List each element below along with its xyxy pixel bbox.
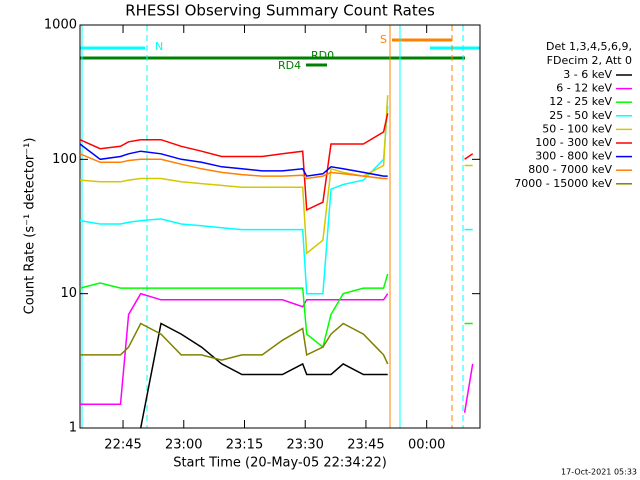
x-tick-label: 22:45 bbox=[104, 438, 141, 453]
plot-frame bbox=[79, 24, 481, 429]
legend-label: 50 - 100 keV bbox=[542, 122, 612, 135]
annotation: N bbox=[155, 40, 163, 53]
series-line bbox=[464, 153, 474, 160]
series-line bbox=[79, 273, 389, 349]
legend-label: 6 - 12 keV bbox=[556, 82, 612, 95]
legend-label: 7000 - 15000 keV bbox=[514, 177, 612, 190]
chart-title: RHESSI Observing Summary Count Rates bbox=[125, 2, 435, 20]
legend-label: 25 - 50 keV bbox=[549, 109, 612, 122]
x-tick-label: 23:30 bbox=[286, 438, 323, 453]
annotation: RD0 bbox=[311, 49, 334, 62]
annotation: S bbox=[380, 33, 387, 46]
x-axis-label: Start Time (20-May-05 22:34:22) bbox=[173, 456, 387, 471]
legend-label: 800 - 7000 keV bbox=[528, 163, 612, 176]
y-tick-label: 100 bbox=[52, 152, 77, 167]
annotation: RD4 bbox=[278, 59, 301, 72]
series-line bbox=[79, 95, 389, 255]
y-axis-label: Count Rate (s⁻¹ detector⁻¹) bbox=[23, 138, 38, 315]
series-line bbox=[79, 113, 389, 212]
legend-label: 100 - 300 keV bbox=[535, 136, 612, 149]
series-line bbox=[79, 105, 389, 295]
legend-label: 300 - 800 keV bbox=[535, 150, 612, 163]
y-tick-label: 1 bbox=[69, 421, 77, 436]
series-line bbox=[463, 363, 474, 413]
legend-label: 12 - 25 keV bbox=[549, 95, 612, 108]
series-line bbox=[139, 322, 388, 429]
y-tick-label: 10 bbox=[60, 286, 77, 301]
footer: 17-Oct-2021 05:33 bbox=[561, 468, 637, 477]
legend-header: Det 1,3,4,5,6,9, bbox=[546, 40, 632, 53]
series-line bbox=[79, 143, 388, 177]
x-tick-label: 23:00 bbox=[165, 438, 202, 453]
flags: N S RD4 RD0 bbox=[80, 25, 480, 428]
x-tick-label: 00:00 bbox=[408, 438, 445, 453]
series-line bbox=[80, 322, 389, 365]
legend-header: FDecim 2, Att 0 bbox=[547, 54, 632, 67]
series-line bbox=[80, 292, 389, 406]
x-tick-label: 23:45 bbox=[347, 438, 384, 453]
x-tick-label: 23:15 bbox=[226, 438, 263, 453]
series-line bbox=[79, 153, 388, 180]
y-tick-label: 1000 bbox=[44, 18, 77, 33]
legend-label: 3 - 6 keV bbox=[563, 68, 612, 81]
